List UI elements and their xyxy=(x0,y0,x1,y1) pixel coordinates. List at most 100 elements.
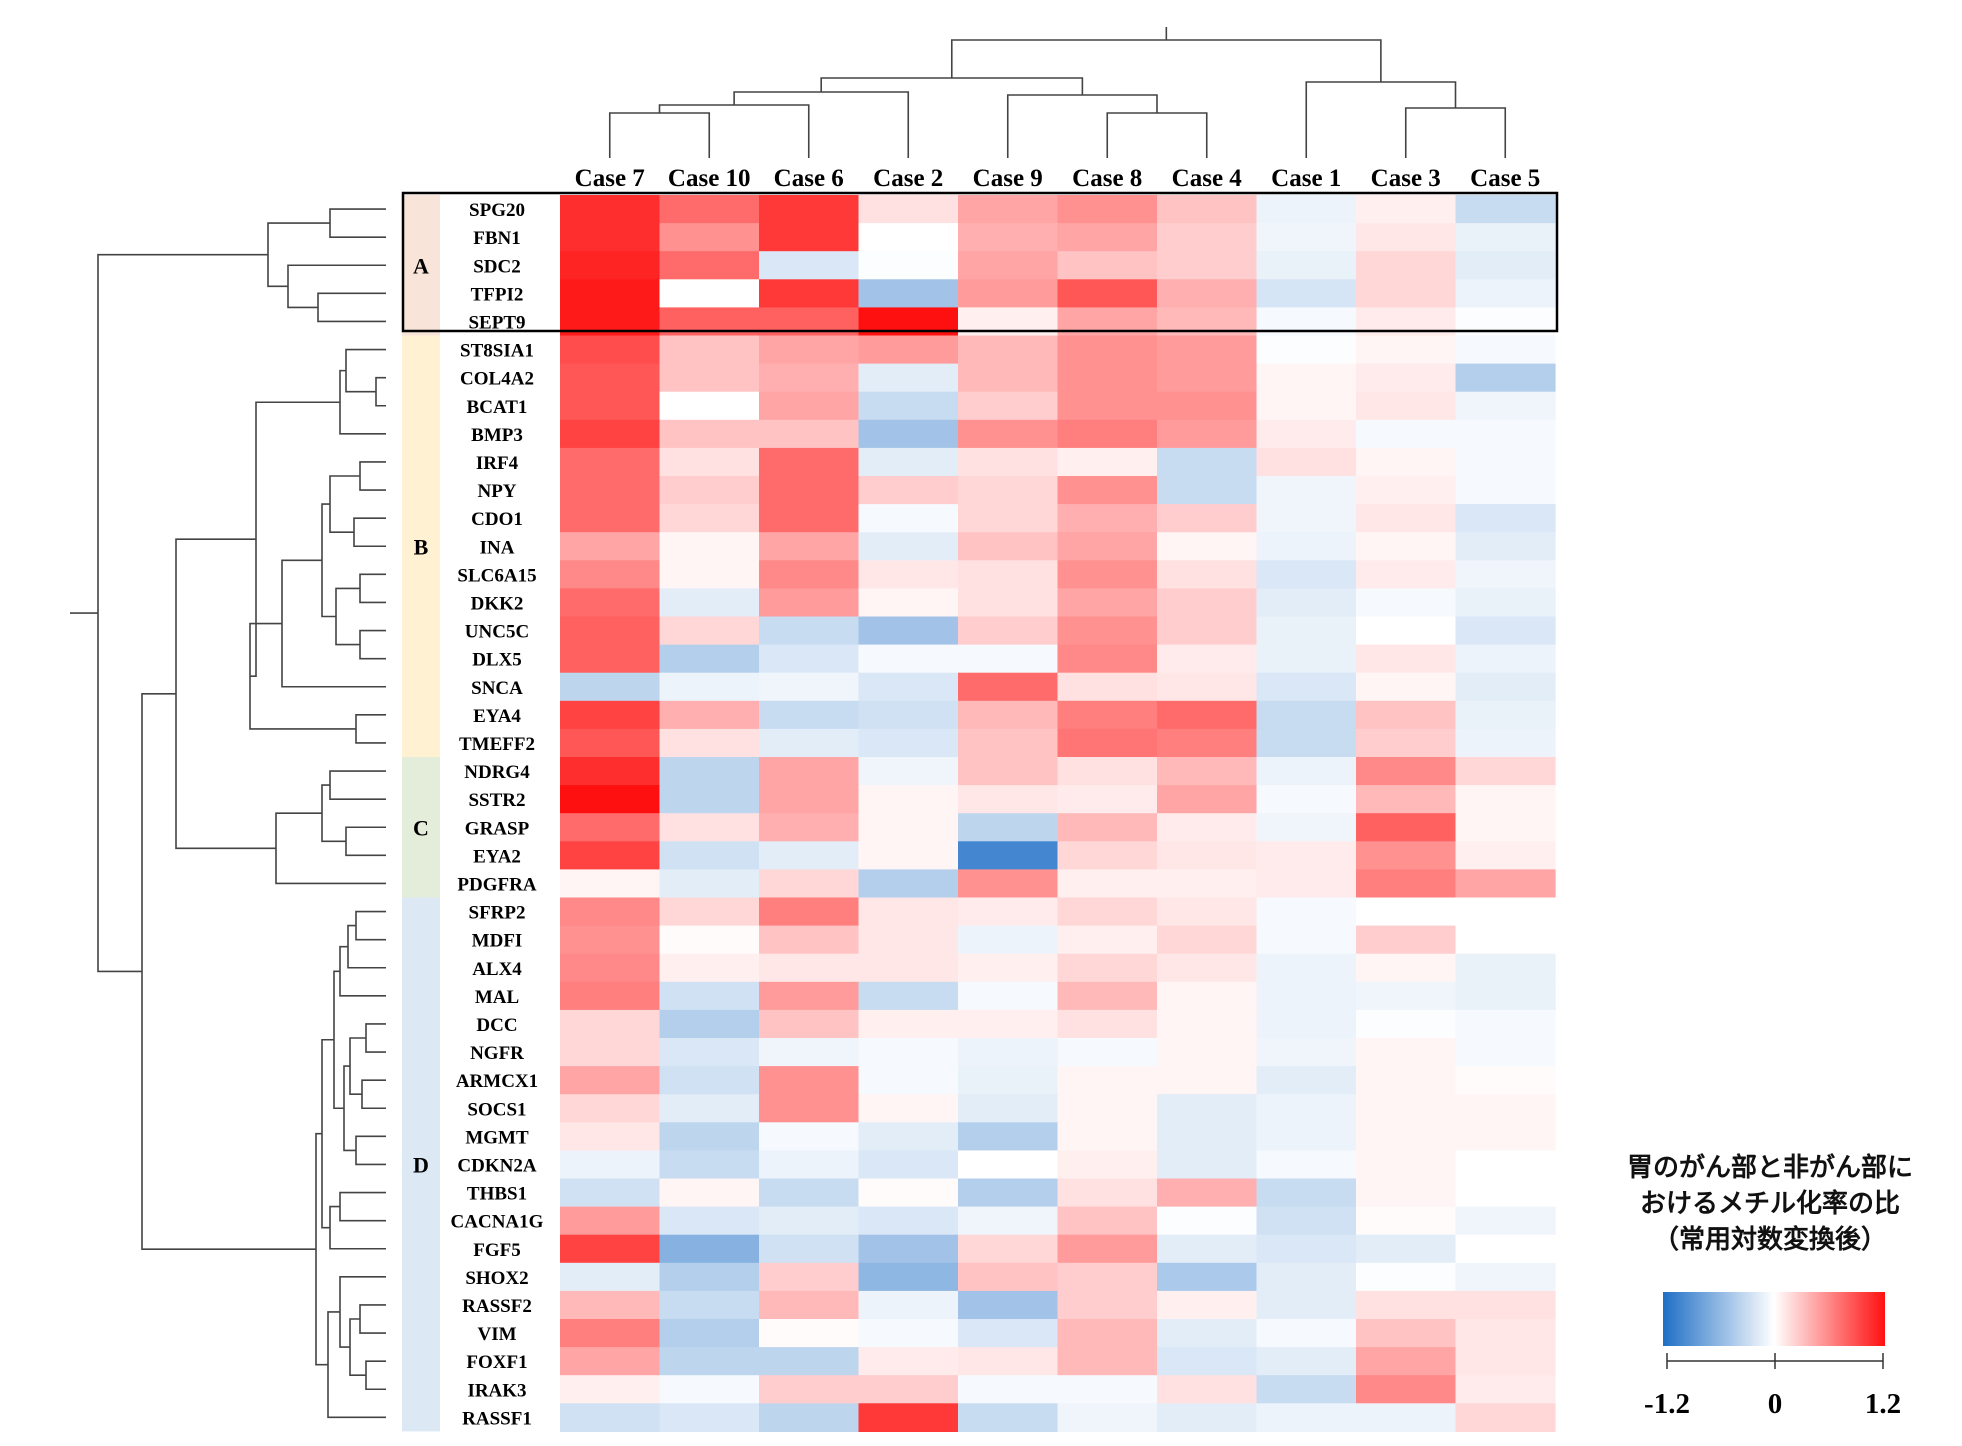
heatmap-cell xyxy=(1356,616,1457,646)
heatmap-cell xyxy=(958,1038,1059,1067)
heatmap-cell xyxy=(659,195,760,224)
heatmap-cell xyxy=(1157,419,1258,449)
heatmap-cell xyxy=(958,335,1059,365)
column-dendrogram-link xyxy=(1106,112,1208,158)
heatmap-cell xyxy=(1256,1066,1357,1095)
heatmap-cell xyxy=(858,476,959,505)
heatmap-cell xyxy=(659,391,760,421)
legend-tick-label-min: -1.2 xyxy=(1644,1388,1690,1420)
heatmap-cell xyxy=(560,476,661,505)
heatmap-cell xyxy=(1356,953,1457,983)
heatmap-cell xyxy=(1455,925,1556,955)
heatmap-cell xyxy=(1356,1206,1457,1236)
heatmap-cell xyxy=(858,672,959,702)
heatmap-cell xyxy=(1356,1375,1457,1404)
heatmap-cell xyxy=(560,363,661,393)
heatmap-cell xyxy=(659,476,760,505)
heatmap-cell xyxy=(1057,925,1158,955)
heatmap-cell xyxy=(1256,532,1357,561)
heatmap-cell xyxy=(1356,925,1457,955)
heatmap-cell xyxy=(858,1150,959,1180)
heatmap-cell xyxy=(759,363,860,393)
row-dendrogram-link xyxy=(335,587,360,646)
heatmap-cell xyxy=(1157,560,1258,589)
heatmap-cell xyxy=(858,1122,959,1151)
row-dendrogram-link xyxy=(97,253,268,973)
heatmap-cell xyxy=(958,504,1059,533)
row-label: MDFI xyxy=(472,931,523,952)
row-dendrogram-link xyxy=(249,622,356,730)
heatmap-cell xyxy=(1157,391,1258,421)
heatmap-cell xyxy=(1455,447,1556,477)
heatmap-cell xyxy=(1356,363,1457,393)
heatmap-cell xyxy=(1157,447,1258,477)
heatmap-cell xyxy=(659,588,760,618)
row-label: VIM xyxy=(477,1324,516,1345)
heatmap-cell xyxy=(1455,785,1556,814)
heatmap-cell xyxy=(759,419,860,449)
heatmap-cell xyxy=(958,532,1059,561)
heatmap-cell xyxy=(560,419,661,449)
heatmap-cell xyxy=(1157,1122,1258,1151)
heatmap-cell xyxy=(858,728,959,758)
heatmap-cell xyxy=(560,1290,661,1320)
heatmap-cell xyxy=(1356,1347,1457,1376)
legend-colorbar xyxy=(1663,1292,1885,1346)
column-label: Case 10 xyxy=(668,165,751,192)
heatmap-cell xyxy=(659,644,760,674)
heatmap-cell xyxy=(560,279,661,308)
row-label: MAL xyxy=(475,987,519,1008)
heatmap-cell xyxy=(1455,223,1556,252)
heatmap-cell xyxy=(659,785,760,814)
heatmap-cell xyxy=(1157,588,1258,618)
row-dendrogram-link xyxy=(339,1191,386,1222)
heatmap-cell xyxy=(958,869,1059,899)
row-dendrogram-link xyxy=(375,376,386,407)
column-label: Case 9 xyxy=(973,165,1043,192)
heatmap-cell xyxy=(1356,1038,1457,1067)
row-dendrogram-link xyxy=(355,714,386,744)
heatmap-cell xyxy=(659,279,760,308)
heatmap-cell xyxy=(858,785,959,814)
heatmap-cell xyxy=(560,1094,661,1123)
heatmap-cell xyxy=(858,1319,959,1348)
heatmap-cell xyxy=(1057,1262,1158,1292)
heatmap-cell xyxy=(659,1319,760,1348)
heatmap-cell xyxy=(1256,1009,1357,1039)
heatmap-cell xyxy=(958,1178,1059,1208)
heatmap-cell xyxy=(1356,391,1457,421)
heatmap-cell xyxy=(1455,279,1556,308)
heatmap-cell xyxy=(759,504,860,533)
heatmap-cell xyxy=(560,335,661,365)
heatmap-cell xyxy=(759,953,860,983)
column-dendrogram xyxy=(608,27,1507,158)
heatmap-cell xyxy=(560,757,661,786)
heatmap-cell xyxy=(759,869,860,899)
column-label: Case 2 xyxy=(873,165,943,192)
cluster-a-highlight-box xyxy=(401,191,1559,333)
row-label: SDC2 xyxy=(473,256,521,277)
heatmap-cell xyxy=(1455,1262,1556,1292)
heatmap-cell xyxy=(1057,476,1158,505)
heatmap-cell xyxy=(958,588,1059,618)
row-label: UNC5C xyxy=(465,622,529,643)
heatmap-cell xyxy=(759,1403,860,1432)
row-label: IRAK3 xyxy=(467,1380,526,1401)
heatmap-cell xyxy=(1455,504,1556,533)
heatmap-cell xyxy=(1455,1150,1556,1180)
heatmap-cell xyxy=(858,616,959,646)
row-dendrogram-link xyxy=(267,222,330,288)
column-label: Case 4 xyxy=(1172,165,1243,192)
heatmap-cell xyxy=(858,391,959,421)
heatmap-cell xyxy=(958,728,1059,758)
heatmap-cell xyxy=(1356,757,1457,786)
heatmap-cell xyxy=(659,335,760,365)
heatmap-cell xyxy=(560,447,661,477)
heatmap-cell xyxy=(659,1375,760,1404)
heatmap-cell xyxy=(1356,644,1457,674)
heatmap-cell xyxy=(1256,447,1357,477)
heatmap-cell xyxy=(1256,925,1357,955)
heatmap-cell xyxy=(958,447,1059,477)
heatmap-cell xyxy=(958,560,1059,589)
heatmap-cell xyxy=(1157,1066,1258,1095)
